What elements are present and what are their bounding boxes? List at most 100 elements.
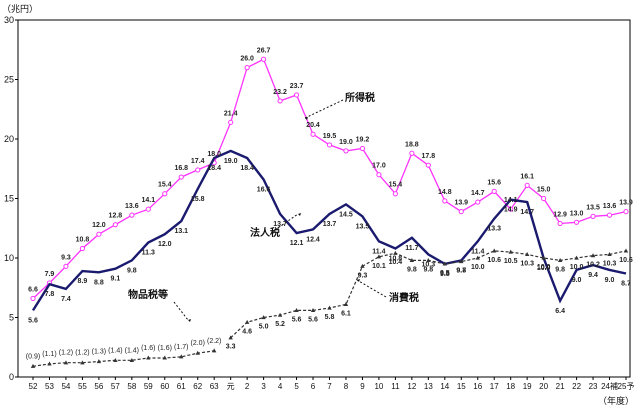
data-label: 5.6 bbox=[308, 316, 318, 323]
data-label: 17.8 bbox=[422, 153, 436, 160]
data-label: (1.6) bbox=[158, 345, 172, 352]
data-point bbox=[392, 191, 398, 197]
data-label: 10.4 bbox=[389, 259, 403, 266]
data-point bbox=[360, 263, 365, 268]
y-tick-label: 5 bbox=[9, 313, 14, 323]
data-label: 14.7 bbox=[520, 209, 534, 216]
series-1 bbox=[31, 149, 627, 312]
data-point bbox=[195, 167, 201, 173]
annotation-leader bbox=[356, 279, 387, 298]
data-label: 18.0 bbox=[207, 151, 221, 158]
data-point bbox=[129, 357, 135, 362]
data-label: 13.5 bbox=[356, 223, 370, 230]
data-point bbox=[30, 363, 36, 368]
data-label: 12.0 bbox=[158, 241, 172, 248]
data-label: 11.4 bbox=[471, 248, 484, 255]
data-point bbox=[244, 65, 250, 71]
data-label: 12.0 bbox=[92, 222, 106, 229]
data-label: 18.8 bbox=[405, 141, 419, 148]
data-label: (1.4) bbox=[125, 347, 139, 354]
data-point bbox=[541, 195, 547, 202]
x-tick-label: 7 bbox=[327, 382, 332, 391]
data-label: 10.3 bbox=[520, 260, 534, 267]
data-label: 15.4 bbox=[389, 182, 403, 189]
data-label: 10.8 bbox=[76, 236, 90, 243]
data-label: 9.7 bbox=[456, 268, 466, 275]
series-2 bbox=[30, 348, 217, 368]
data-label: 14.9 bbox=[504, 207, 518, 214]
data-point bbox=[96, 231, 102, 237]
data-label: 9.1 bbox=[110, 276, 120, 283]
series-annotation: 消費税 bbox=[389, 291, 419, 304]
data-label: (1.3) bbox=[92, 349, 106, 356]
data-label: 10.0 bbox=[537, 265, 551, 272]
x-tick-label: 61 bbox=[177, 382, 186, 391]
y-tick-label: 30 bbox=[4, 15, 14, 25]
data-label: 16.8 bbox=[174, 165, 188, 172]
data-label: 19.2 bbox=[356, 137, 370, 144]
data-point bbox=[327, 305, 332, 310]
data-label: 10.2 bbox=[586, 262, 600, 269]
data-label: 9.8 bbox=[456, 267, 466, 274]
data-label: 10.6 bbox=[487, 257, 501, 264]
data-label: 9.8 bbox=[423, 266, 433, 273]
data-point bbox=[359, 145, 366, 152]
series-3 bbox=[228, 248, 629, 340]
data-label: 13.7 bbox=[273, 221, 287, 228]
y-tick-label: 25 bbox=[4, 75, 14, 85]
x-tick-label: 57 bbox=[111, 382, 120, 391]
data-label: 14.7 bbox=[471, 190, 485, 197]
series-line bbox=[32, 58, 627, 299]
data-label: 13.6 bbox=[125, 203, 139, 210]
data-point bbox=[47, 361, 52, 366]
data-point bbox=[492, 248, 497, 253]
x-tick-label: 23 bbox=[589, 382, 598, 391]
data-label: 9.4 bbox=[588, 272, 598, 279]
x-tick-label: 52 bbox=[29, 382, 38, 391]
annotation-leader bbox=[304, 99, 344, 119]
unit-label: （兆円） bbox=[2, 4, 38, 14]
data-point bbox=[343, 148, 349, 154]
data-point bbox=[607, 252, 612, 257]
data-label: 13.3 bbox=[487, 226, 501, 233]
data-point bbox=[162, 355, 167, 360]
data-point bbox=[145, 206, 151, 212]
data-label: 13.6 bbox=[603, 203, 617, 210]
data-point bbox=[508, 206, 514, 212]
data-label: 19.5 bbox=[323, 133, 337, 140]
data-point bbox=[63, 360, 69, 365]
data-label: 15.6 bbox=[487, 179, 501, 186]
data-label: (1.6) bbox=[141, 345, 155, 352]
data-point bbox=[277, 98, 283, 104]
data-point bbox=[475, 255, 480, 260]
x-tick-label: 13 bbox=[424, 382, 433, 391]
x-tick-label: 20 bbox=[539, 382, 548, 391]
data-label: 13.9 bbox=[454, 200, 468, 207]
x-tick-label: 17 bbox=[490, 382, 499, 391]
data-point bbox=[195, 350, 200, 355]
data-label: 10.3 bbox=[422, 261, 436, 268]
x-tick-label: 53 bbox=[45, 382, 54, 391]
data-label: 9.8 bbox=[127, 267, 137, 274]
data-label: (1.7) bbox=[174, 344, 188, 351]
data-point bbox=[409, 150, 415, 156]
data-point bbox=[426, 257, 431, 262]
series-annotation: 物品税等 bbox=[128, 288, 168, 301]
annotation-leader bbox=[173, 301, 189, 321]
data-label: 8.8 bbox=[94, 279, 104, 286]
data-point bbox=[590, 213, 596, 219]
data-label: 14.5 bbox=[339, 211, 353, 218]
data-label: 10.0 bbox=[537, 264, 551, 271]
data-label: 15.0 bbox=[537, 187, 551, 194]
x-tick-label: 6 bbox=[311, 382, 316, 391]
data-label: 13.1 bbox=[174, 228, 188, 235]
data-label: 8.7 bbox=[621, 280, 631, 287]
x-axis-label: （年度） bbox=[598, 395, 634, 406]
data-label: 13.9 bbox=[619, 200, 633, 207]
data-label: (2.2) bbox=[207, 338, 221, 345]
data-label: 18.4 bbox=[207, 165, 221, 172]
data-point bbox=[623, 248, 629, 253]
plot-frame bbox=[17, 19, 631, 378]
